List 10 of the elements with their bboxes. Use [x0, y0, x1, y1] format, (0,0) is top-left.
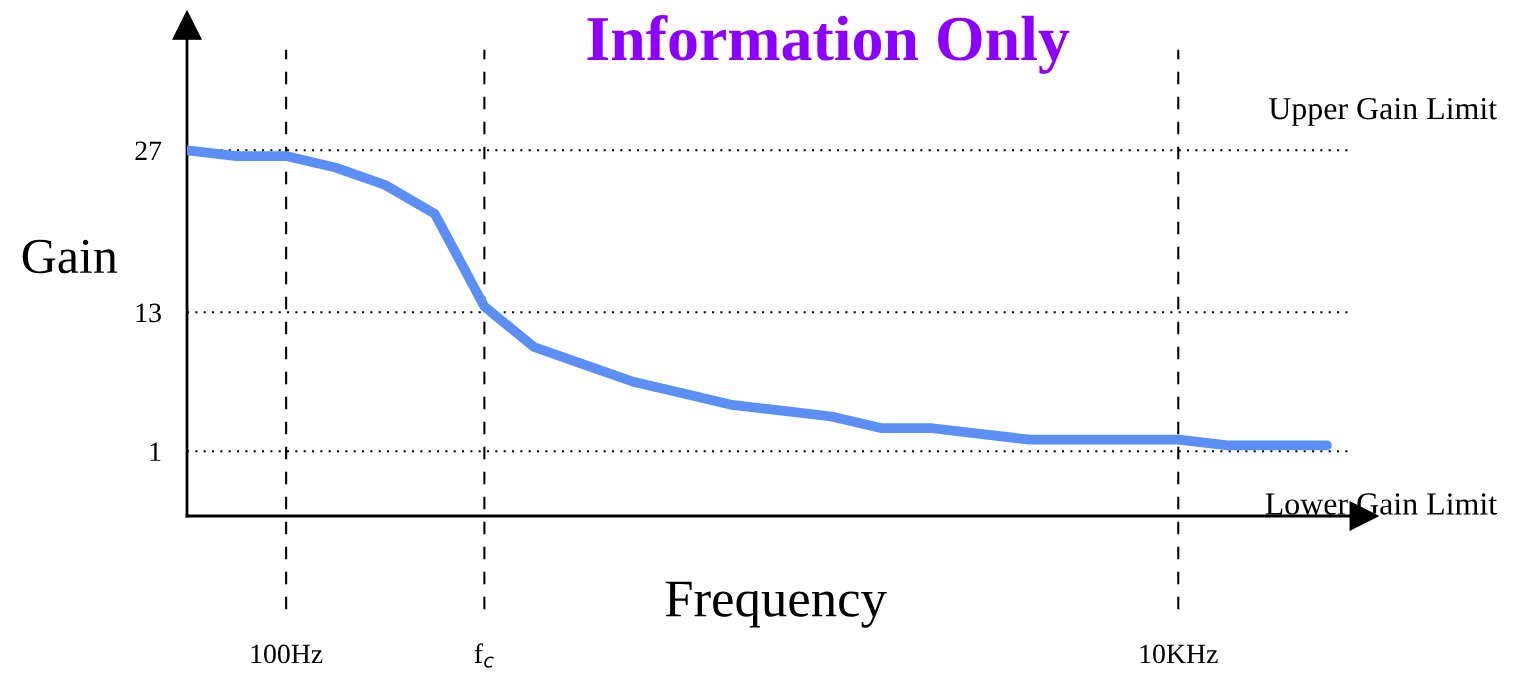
ref-line-label: Upper Gain Limit [1268, 97, 1497, 126]
chart-title: Information Only [587, 15, 1070, 74]
y-tick-label: 13 [136, 303, 161, 323]
y-axis-title: Gain [22, 239, 118, 274]
x-tick-label: 100Hz [251, 644, 323, 664]
y-tick-label: 1 [150, 442, 161, 461]
y-tick-label: 27 [135, 141, 162, 160]
x-axis-title: Frequency [665, 581, 887, 628]
x-tick-label: f$_{c}$ [474, 643, 494, 668]
x-tick-label: 10KHz [1140, 644, 1218, 664]
